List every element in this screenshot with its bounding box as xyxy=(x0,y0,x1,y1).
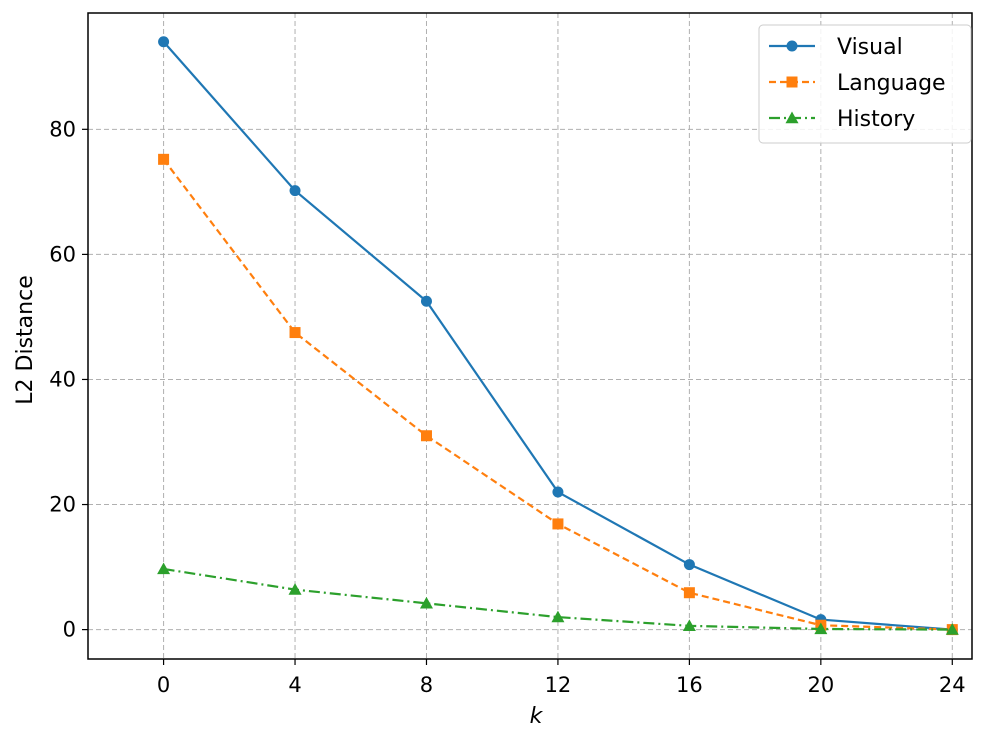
legend-marker xyxy=(786,76,798,88)
series-language xyxy=(158,153,958,636)
y-tick-label: 60 xyxy=(49,242,76,266)
x-tick-label: 24 xyxy=(939,673,966,697)
data-point-history xyxy=(551,610,565,623)
legend-marker xyxy=(785,111,799,124)
y-tick-label: 20 xyxy=(49,493,76,517)
x-axis-label: k xyxy=(530,704,544,729)
y-tick-label: 40 xyxy=(49,367,76,391)
x-tick-label: 4 xyxy=(288,673,301,697)
y-tick-label: 80 xyxy=(49,117,76,141)
series-history xyxy=(157,562,959,635)
data-point-language xyxy=(420,430,432,442)
plot-frame xyxy=(87,12,973,660)
x-tick-label: 12 xyxy=(545,673,572,697)
data-point-visual xyxy=(289,185,301,197)
data-point-history xyxy=(288,583,302,595)
x-axis-ticks: 0 4 8 12 16 20 24 xyxy=(157,659,966,697)
x-tick-label: 20 xyxy=(807,673,834,697)
data-point-history xyxy=(157,562,171,575)
data-point-history xyxy=(814,622,828,635)
data-point-history xyxy=(682,619,696,632)
legend-box xyxy=(758,24,972,144)
data-point-history xyxy=(419,596,433,609)
y-axis-ticks: 0 20 40 60 80 xyxy=(49,117,88,642)
data-point-visual xyxy=(683,559,695,571)
x-tick-label: 16 xyxy=(676,673,703,697)
data-point-language xyxy=(683,587,695,599)
legend-item-visual: Visual xyxy=(769,35,903,60)
legend-item-language: Language xyxy=(769,71,946,96)
legend-marker xyxy=(786,40,798,52)
y-tick-label: 0 xyxy=(63,618,76,642)
legend-label: Language xyxy=(837,71,946,96)
x-tick-label: 0 xyxy=(157,673,170,697)
data-point-language xyxy=(289,327,301,339)
data-point-history xyxy=(945,623,959,635)
y-axis-label: L2 Distance xyxy=(13,275,38,404)
x-tick-label: 8 xyxy=(420,673,433,697)
data-point-language xyxy=(158,153,170,165)
legend-item-history: History xyxy=(769,107,915,132)
legend-label: History xyxy=(837,107,915,132)
legend-label: Visual xyxy=(837,35,903,60)
data-point-language xyxy=(552,518,564,530)
data-point-visual xyxy=(158,36,170,48)
data-point-visual xyxy=(552,486,564,498)
legend: Visual Language History xyxy=(758,24,972,144)
series-layer xyxy=(157,36,959,636)
data-point-visual xyxy=(420,295,432,307)
